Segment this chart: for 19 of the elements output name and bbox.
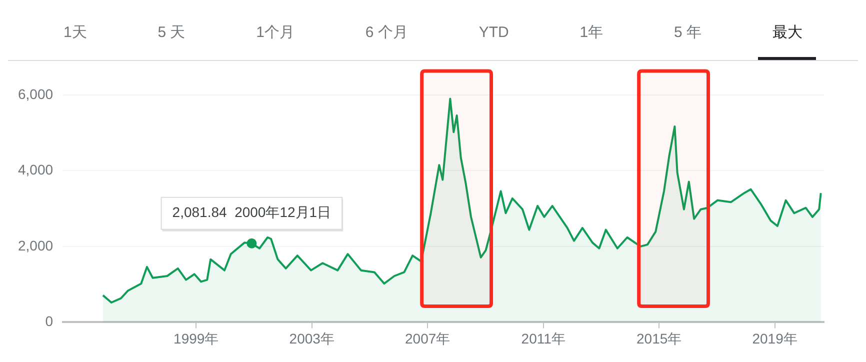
y-tick-label: 2,000 [18, 237, 54, 254]
text: 6 个月 [364, 23, 409, 43]
x-tick-label: 2003年 [289, 330, 334, 346]
x-tick-label: 1999年 [174, 330, 219, 346]
text: 1年 [578, 23, 604, 43]
text: YTD [478, 23, 510, 43]
text: 最大 [758, 8, 816, 60]
y-tick-label: 6,000 [18, 86, 54, 102]
y-tick-label: 4,000 [18, 162, 54, 178]
x-tick-label: 2007年 [405, 330, 450, 346]
text: 5 天 [156, 23, 186, 43]
x-tick-label: 2015年 [636, 330, 682, 346]
text: 5 年 [673, 23, 703, 43]
text: 1个月 [255, 23, 296, 43]
text: 1天 [62, 23, 88, 43]
annotation: 2,081.84 2000年12月1日 [172, 204, 332, 220]
x-tick-label: 2019年 [752, 330, 798, 346]
x-tick-label: 2011年 [521, 330, 566, 346]
y-tick-label: 0 [45, 313, 54, 330]
